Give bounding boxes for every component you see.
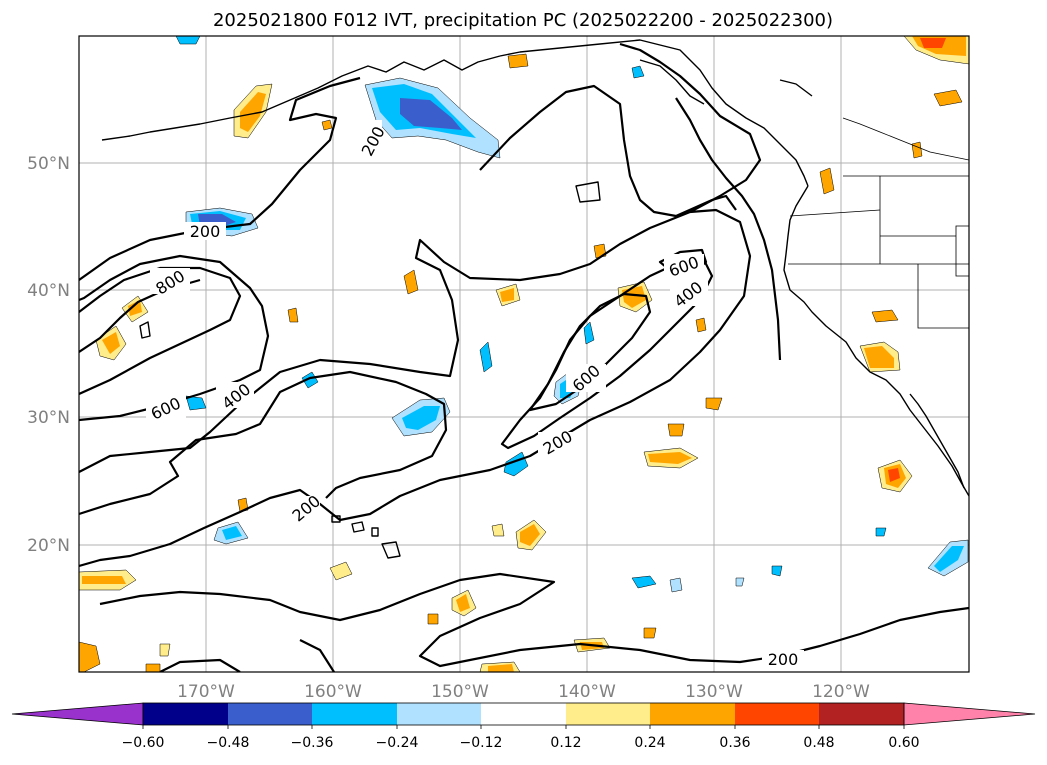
- contour-labels: 200 200 200 200 200 400 400 600 600 600 …: [146, 120, 804, 669]
- colorbar-segment-1: [143, 703, 228, 725]
- lon-label-140w: 140°W: [558, 682, 616, 702]
- colorbar-tick-9: 0.48: [803, 735, 834, 751]
- map-title: 2025021800 F012 IVT, precipitation PC (2…: [213, 10, 833, 31]
- lat-label-40n: 40°N: [27, 281, 70, 301]
- colorbar-segment-8: [735, 703, 819, 725]
- lon-label-170w: 170°W: [177, 682, 235, 702]
- colorbar-tick-8: 0.36: [719, 735, 750, 751]
- colorbar-segment-5: [481, 703, 566, 725]
- lon-label-160w: 160°W: [304, 682, 362, 702]
- colorbar-tick-5: −0.12: [460, 735, 503, 751]
- political-borders: [788, 117, 969, 329]
- precipitation-patches: [79, 36, 969, 672]
- contour-label-200-e: 200: [768, 650, 799, 669]
- lon-label-150w: 150°W: [431, 682, 489, 702]
- colorbar-extend-left: [11, 702, 144, 726]
- map-area: [79, 36, 969, 672]
- colorbar-segment-9: [819, 703, 904, 725]
- colorbar-extend-right: [903, 702, 1036, 726]
- coastlines: [101, 39, 969, 559]
- colorbar: −0.60 −0.48 −0.36 −0.24 −0.12 0.12 0.24 …: [11, 702, 1036, 751]
- colorbar-tick-2: −0.48: [207, 735, 250, 751]
- colorbar-tick-4: −0.24: [376, 735, 419, 751]
- colorbar-tick-10: 0.60: [888, 735, 919, 751]
- colorbar-tick-1: −0.60: [122, 735, 165, 751]
- colorbar-tick-3: −0.36: [291, 735, 334, 751]
- colorbar-tick-6: 0.12: [550, 735, 581, 751]
- colorbar-segment-4: [397, 703, 481, 725]
- colorbar-segment-7: [650, 703, 735, 725]
- colorbar-segment-2: [228, 703, 312, 725]
- lon-label-130w: 130°W: [685, 682, 743, 702]
- contour-label-200-a: 200: [190, 222, 221, 241]
- colorbar-segment-6: [566, 703, 650, 725]
- lat-label-30n: 30°N: [27, 408, 70, 428]
- lat-label-20n: 20°N: [27, 536, 70, 556]
- colorbar-segment-3: [312, 703, 397, 725]
- latitude-labels: 50°N 40°N 30°N 20°N: [27, 154, 70, 556]
- longitude-labels: 170°W 160°W 150°W 140°W 130°W 120°W: [177, 682, 870, 702]
- lat-label-50n: 50°N: [27, 154, 70, 174]
- colorbar-tick-7: 0.24: [634, 735, 665, 751]
- lon-label-120w: 120°W: [812, 682, 870, 702]
- map-frame: [78, 35, 970, 673]
